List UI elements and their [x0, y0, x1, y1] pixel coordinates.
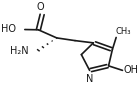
Text: N: N [86, 74, 93, 84]
Text: OH: OH [124, 65, 139, 75]
Text: HO: HO [2, 24, 17, 34]
Text: O: O [36, 2, 44, 12]
Text: CH₃: CH₃ [116, 27, 131, 36]
Text: H₂N: H₂N [10, 46, 28, 56]
